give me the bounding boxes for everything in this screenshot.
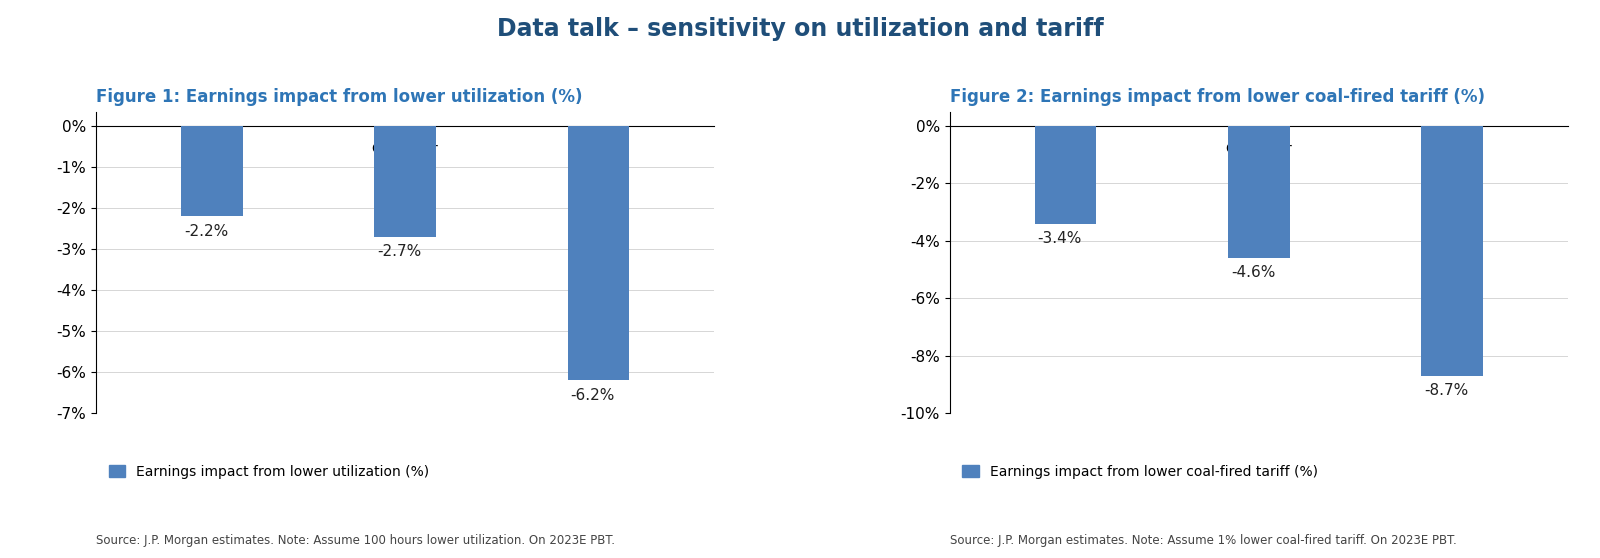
Text: -6.2%: -6.2% <box>571 388 614 403</box>
Text: Figure 2: Earnings impact from lower coal-fired tariff (%): Figure 2: Earnings impact from lower coa… <box>949 88 1485 106</box>
Bar <box>374 126 437 237</box>
Text: Source: J.P. Morgan estimates. Note: Assume 100 hours lower utilization. On 2023: Source: J.P. Morgan estimates. Note: Ass… <box>96 534 614 547</box>
Text: -8.7%: -8.7% <box>1424 383 1469 398</box>
Text: -2.2%: -2.2% <box>184 224 229 239</box>
Text: -4.6%: -4.6% <box>1230 266 1275 281</box>
Legend: Earnings impact from lower coal-fired tariff (%): Earnings impact from lower coal-fired ta… <box>957 459 1323 484</box>
Bar <box>1035 126 1096 224</box>
Text: -2.7%: -2.7% <box>378 244 422 259</box>
Bar <box>1421 126 1483 376</box>
Text: Source: J.P. Morgan estimates. Note: Assume 1% lower coal-fired tariff. On 2023E: Source: J.P. Morgan estimates. Note: Ass… <box>949 534 1456 547</box>
Bar <box>181 126 243 216</box>
Legend: Earnings impact from lower utilization (%): Earnings impact from lower utilization (… <box>102 459 435 484</box>
Text: Data talk – sensitivity on utilization and tariff: Data talk – sensitivity on utilization a… <box>496 17 1104 41</box>
Text: -3.4%: -3.4% <box>1038 231 1082 246</box>
Bar <box>568 126 629 380</box>
Bar <box>1227 126 1290 258</box>
Text: Figure 1: Earnings impact from lower utilization (%): Figure 1: Earnings impact from lower uti… <box>96 88 582 106</box>
